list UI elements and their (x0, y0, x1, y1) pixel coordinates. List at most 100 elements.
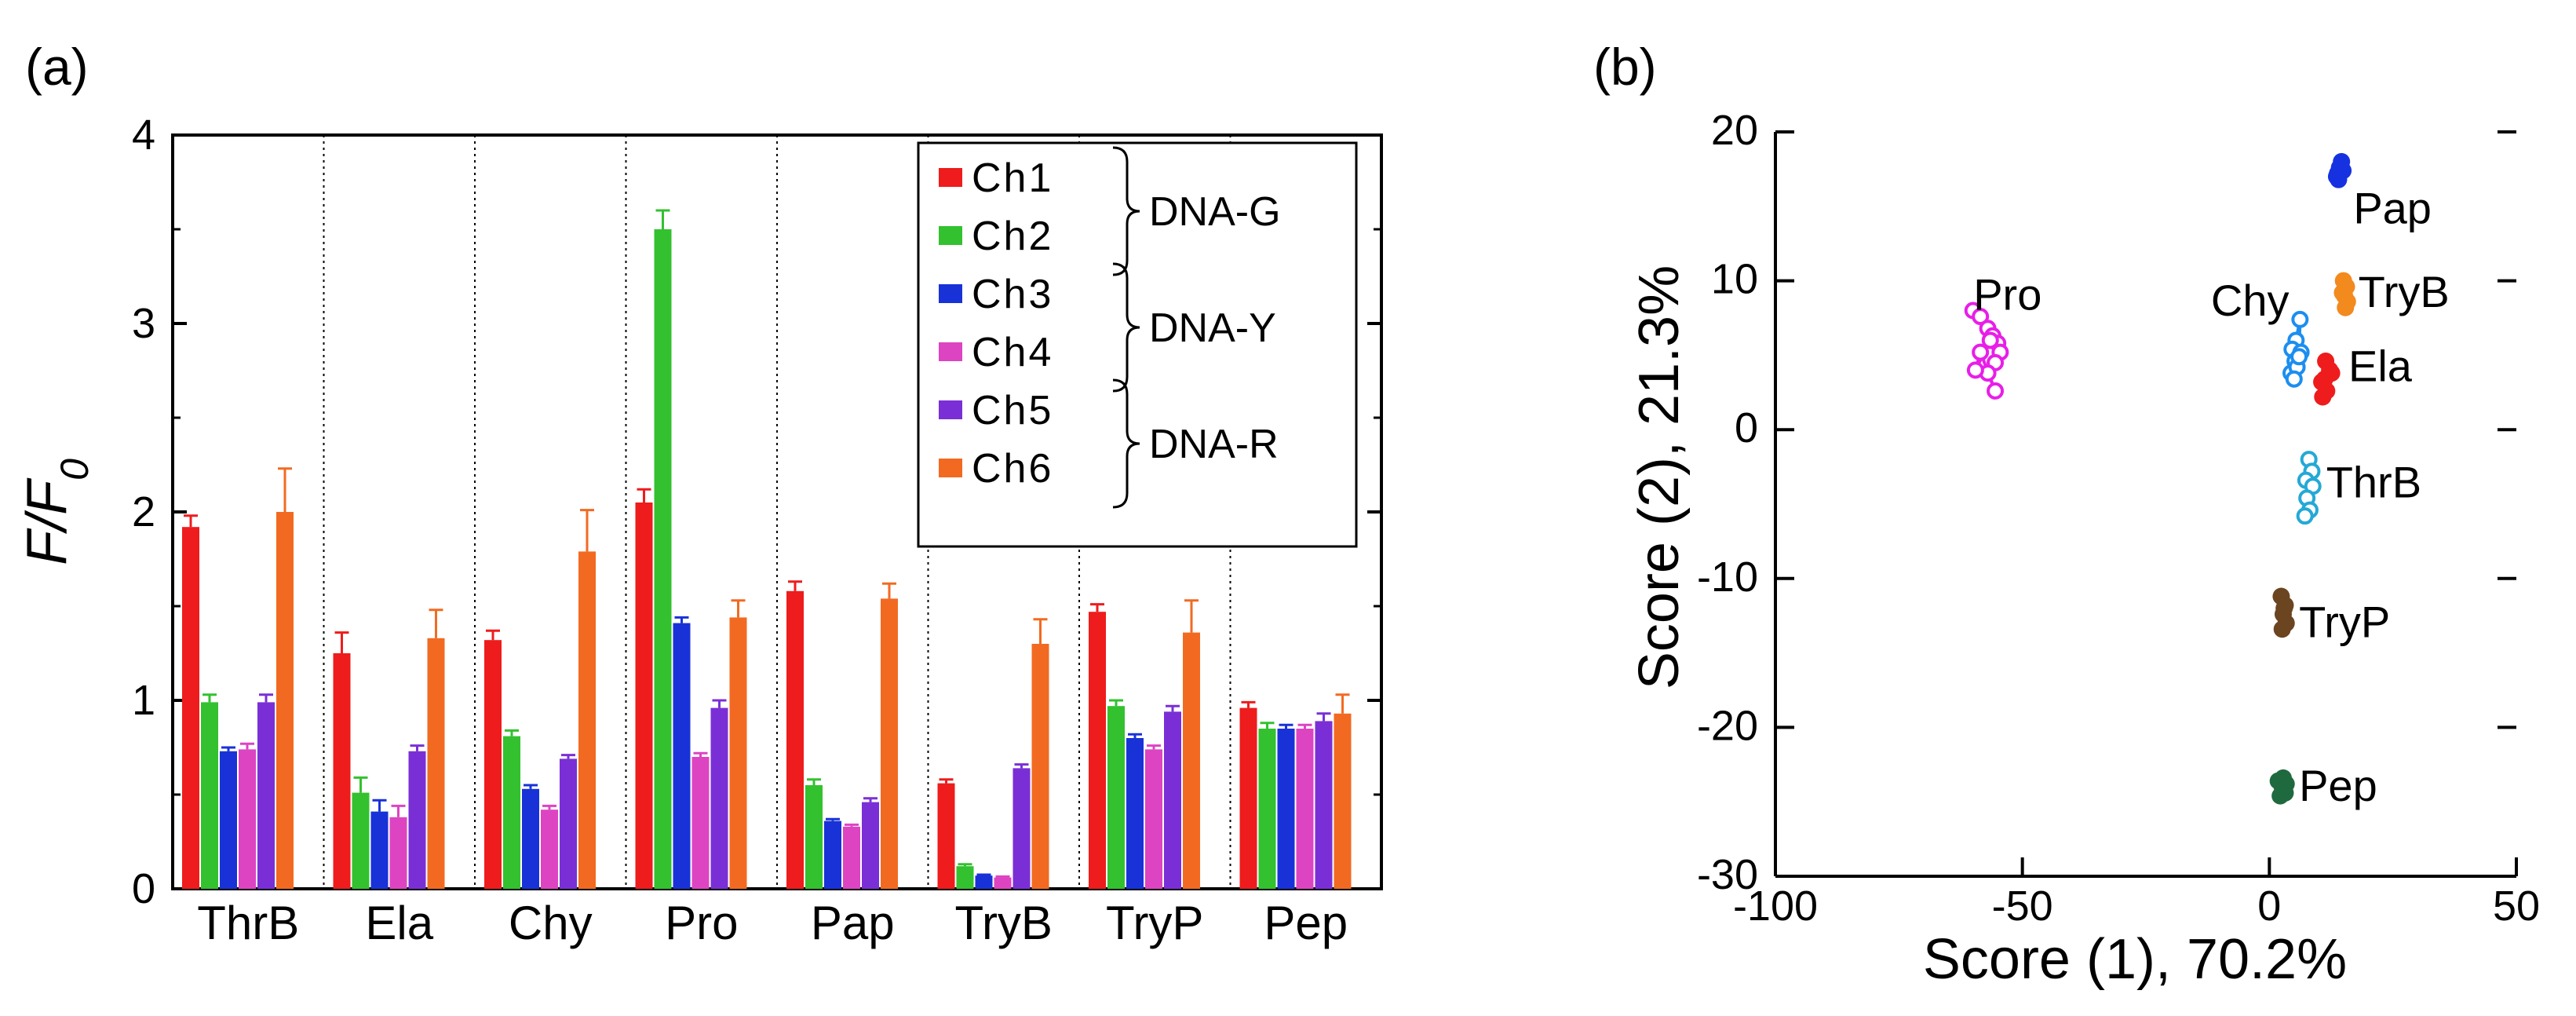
bar-ch2-pro (654, 229, 672, 889)
legend-items: Ch1 Ch2 Ch3 Ch4 Ch5 Ch6 (939, 155, 1053, 492)
y-tick-label: 20 (1711, 107, 1758, 154)
category-labels: ThrB Ela Chy Pro Pap TryB TryP Pep (197, 897, 1348, 949)
bar-ch6-tryb (1031, 644, 1049, 889)
bars (182, 209, 1352, 889)
bar-ch2-thrb (201, 702, 218, 889)
bar-ch1-tryp (1089, 612, 1106, 889)
bar-ch6-thrb (276, 512, 294, 889)
bar-ch3-ela (370, 811, 389, 889)
data-point (2314, 388, 2332, 406)
legend-swatch-ch1 (939, 168, 962, 187)
y-axis-title-main: F/F (16, 477, 78, 565)
data-point (2296, 507, 2314, 525)
data-point (2333, 283, 2352, 302)
category-label: Ela (365, 897, 433, 949)
bar-ch6-pro (729, 617, 747, 889)
legend-group-dna-g: DNA-G (1149, 189, 1281, 235)
data-point (2315, 370, 2333, 388)
data-point (2274, 769, 2292, 787)
panel-label-b: (b) (1593, 38, 1657, 96)
bar-ch3-tryb (975, 875, 993, 889)
legend-label-ch3: Ch3 (972, 272, 1053, 317)
cluster-label-tryb: TryB (2359, 267, 2450, 316)
bar-ch5-tryb (1013, 768, 1031, 889)
legend-label-ch6: Ch6 (972, 446, 1053, 492)
legend-label-ch1: Ch1 (972, 155, 1053, 201)
bar-ch4-pap (843, 826, 860, 889)
y-axis-ticks: 0 1 2 3 4 (132, 111, 1381, 912)
bar-ch6-ela (427, 638, 445, 889)
category-label: Pap (811, 897, 895, 949)
legend-brace (1112, 378, 1140, 509)
cluster-label-tryp: TryP (2299, 598, 2390, 647)
y-tick-label: 1 (132, 677, 155, 724)
bar-ch2-tryb (956, 866, 974, 889)
bar-ch3-pro (673, 623, 691, 889)
legend-swatch-ch2 (939, 226, 962, 245)
bar-ch2-pap (805, 785, 823, 889)
x-tick-label: 50 (2493, 883, 2540, 930)
data-point (2337, 298, 2355, 316)
bar-ch4-tryb (994, 877, 1012, 889)
y-axis-title-subscript: 0 (53, 459, 97, 481)
data-point (1966, 361, 1984, 379)
bar-ch3-tryp (1126, 738, 1144, 889)
bar-ch4-tryp (1145, 749, 1162, 889)
legend-group-dna-y: DNA-Y (1149, 305, 1276, 351)
bar-ch6-chy (578, 551, 596, 889)
bar-ch4-pep (1296, 729, 1314, 889)
cluster-pap: Pap (2327, 152, 2432, 233)
x-tick-label: -50 (1992, 883, 2053, 930)
legend: Ch1 Ch2 Ch3 Ch4 Ch5 Ch6 DNA-G DNA-Y DNA-R (917, 141, 1358, 548)
bar-ch4-pro (691, 757, 710, 889)
bar-ch1-ela (333, 653, 351, 889)
bar-ch5-thrb (257, 702, 275, 889)
bar-ch5-pro (710, 707, 728, 889)
cluster-label-thrb: ThrB (2326, 457, 2421, 506)
bar-ch1-pap (786, 590, 804, 889)
legend-label-ch4: Ch4 (972, 330, 1053, 375)
y-tick-label: 0 (132, 865, 155, 912)
bar-ch2-pep (1258, 729, 1276, 889)
bar-ch4-ela (389, 817, 407, 889)
cluster-tryb: TryB (2333, 267, 2450, 316)
bar-ch1-thrb (182, 527, 199, 889)
bar-ch2-tryp (1107, 706, 1125, 889)
bar-ch3-pap (824, 820, 841, 889)
legend-group-dna-r: DNA-R (1149, 422, 1279, 467)
legend-brace (1112, 146, 1140, 276)
data-point (2290, 348, 2308, 366)
cluster-label-pep: Pep (2299, 761, 2377, 810)
cluster-label-pro: Pro (1973, 270, 2041, 320)
y-axis-title: F/F0 (16, 459, 97, 565)
data-point (1981, 331, 1999, 349)
bar-ch4-thrb (239, 749, 256, 889)
legend-label-ch5: Ch5 (972, 388, 1053, 433)
legend-braces: DNA-G DNA-Y DNA-R (1112, 146, 1281, 509)
y-tick-label: -10 (1697, 554, 1758, 601)
y-tick-label: 3 (132, 300, 155, 347)
category-label: TryB (955, 897, 1053, 949)
bar-ch5-ela (408, 751, 426, 889)
bar-ch2-ela (352, 792, 370, 889)
score-clusters: Pro Pap TryB Chy Ela ThrB TryP Pep (1964, 152, 2450, 810)
data-point (2291, 310, 2309, 328)
data-point (2273, 620, 2291, 638)
y-tick-label: -30 (1697, 851, 1758, 898)
y-tick-label: 2 (132, 488, 155, 535)
bar-ch2-chy (503, 736, 520, 889)
data-point (1972, 343, 1990, 361)
bar-ch3-pep (1277, 729, 1295, 889)
x-tick-label: 0 (2257, 883, 2281, 930)
legend-label-ch2: Ch2 (972, 214, 1053, 259)
bar-ch4-chy (541, 810, 558, 889)
bar-ch1-pro (635, 503, 653, 889)
legend-swatch-ch3 (939, 284, 962, 303)
category-label: TryP (1106, 897, 1203, 949)
legend-swatch-ch6 (939, 459, 962, 477)
data-point (1972, 308, 1990, 326)
x-axis-title: Score (1), 70.2% (1923, 928, 2347, 991)
